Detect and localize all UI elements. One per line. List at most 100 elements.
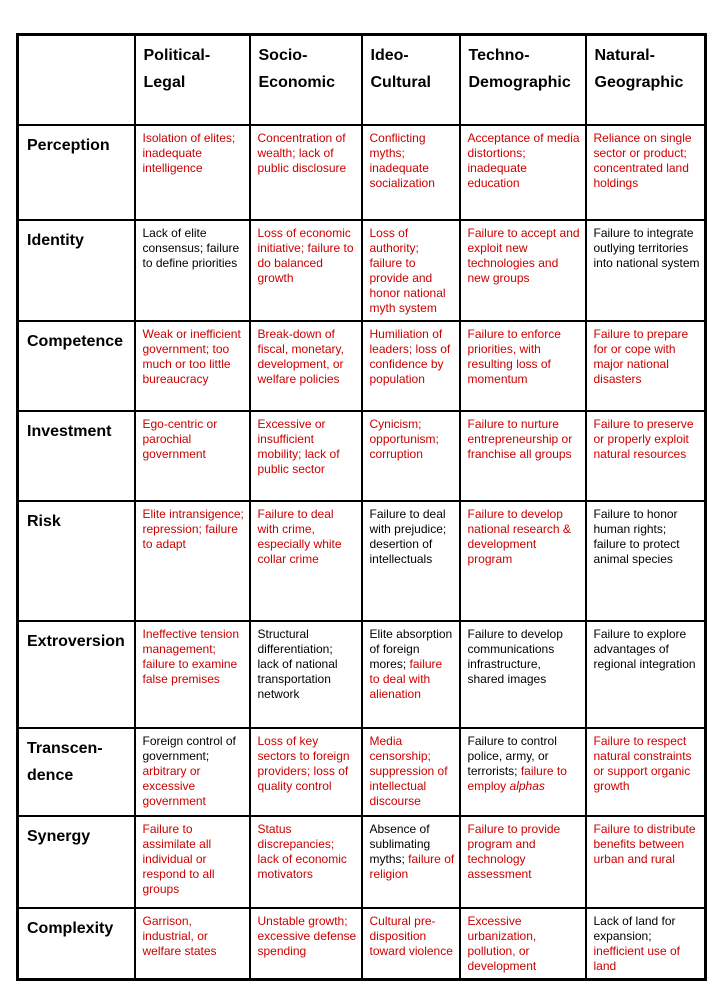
text-segment: Cynicism; opportunism; corruption <box>369 416 439 461</box>
cell-risk-techno-demographic: Failure to develop national research & d… <box>458 499 587 622</box>
table-row-risk: Risk Elite intransigence; repression; fai… <box>16 499 707 622</box>
text-segment: Failure to prepare for or cope with majo… <box>593 326 689 386</box>
cell-competence-political-legal: Weak or inefficient government; too much… <box>133 319 251 412</box>
column-header-natural-geographic: Natural- Geographic <box>584 33 707 126</box>
cell-identity-ideo-cultural: Loss of authority; failure to provide an… <box>360 218 461 322</box>
cell-perception-ideo-cultural: Conflicting myths; inadequate socializat… <box>360 123 461 221</box>
text-segment: alphas <box>509 778 545 793</box>
cell-extroversion-techno-demographic: Failure to develop communications infras… <box>458 619 587 729</box>
text-segment: Absence of sublimating myths; <box>369 821 431 866</box>
row-label-complexity: Complexity <box>16 906 136 980</box>
corner-cell <box>16 33 136 126</box>
row-label-risk: Risk <box>16 499 136 622</box>
cell-identity-techno-demographic: Failure to accept and exploit new techno… <box>458 218 587 322</box>
cell-transcendence-ideo-cultural: Media censorship; suppression of intelle… <box>360 726 461 817</box>
text-segment: Reliance on single sector or product; co… <box>593 130 692 190</box>
row-label-extroversion: Extroversion <box>16 619 136 729</box>
header-row: Political- Legal Socio- Economic Ideo- Cul… <box>16 33 707 126</box>
text-segment: inefficient use of land <box>593 943 681 973</box>
cell-complexity-natural-geographic: Lack of land for expansion; inefficient … <box>584 906 707 980</box>
cell-synergy-techno-demographic: Failure to provide program and technolog… <box>458 814 587 909</box>
cell-investment-ideo-cultural: Cynicism; opportunism; corruption <box>360 409 461 502</box>
cell-investment-socio-economic: Excessive or insufficient mobility; lack… <box>248 409 363 502</box>
text-segment: Elite intransigence; repression; failure… <box>142 506 244 551</box>
text-segment: Isolation of elites; inadequate intellig… <box>142 130 236 175</box>
text-segment: Excessive or insufficient mobility; lack… <box>257 416 340 476</box>
cell-extroversion-natural-geographic: Failure to explore advantages of regiona… <box>584 619 707 729</box>
cell-complexity-ideo-cultural: Cultural pre-disposition toward violence <box>360 906 461 980</box>
cell-complexity-political-legal: Garrison, industrial, or welfare states <box>133 906 251 980</box>
text-segment: failure to employ <box>467 763 567 793</box>
row-label-investment: Investment <box>16 409 136 502</box>
text-segment: Unstable growth; excessive defense spend… <box>257 913 357 958</box>
text-segment: failure to deal with alienation <box>369 656 443 701</box>
text-segment: Elite absorption of foreign mores; <box>369 626 453 671</box>
cell-risk-ideo-cultural: Failure to deal with prejudice; desertio… <box>360 499 461 622</box>
table-row-complexity: Complexity Garrison, industrial, or welfa… <box>16 906 707 980</box>
text-segment: Failure to develop national research & d… <box>467 506 571 566</box>
cell-extroversion-socio-economic: Structural differentiation; lack of nati… <box>248 619 363 729</box>
text-segment: Ineffective tension management; failure … <box>142 626 240 686</box>
table-row-extroversion: Extroversion Ineffective tension manageme… <box>16 619 707 729</box>
text-segment: Concentration of wealth; lack of public … <box>257 130 347 175</box>
cell-synergy-ideo-cultural: Absence of sublimating myths; failure of… <box>360 814 461 909</box>
cell-perception-techno-demographic: Acceptance of media distortions; inadequ… <box>458 123 587 221</box>
table-row-perception: Perception Isolation of elites; inadequat… <box>16 123 707 221</box>
table-row-investment: Investment Ego-centric or parochial gover… <box>16 409 707 502</box>
cell-complexity-techno-demographic: Excessive urbanization, pollution, or de… <box>458 906 587 980</box>
text-segment: arbitrary or excessive government <box>142 763 206 808</box>
cell-competence-techno-demographic: Failure to enforce priorities, with resu… <box>458 319 587 412</box>
cell-transcendence-socio-economic: Loss of key sectors to foreign providers… <box>248 726 363 817</box>
text-segment: Humiliation of leaders; loss of confiden… <box>369 326 451 386</box>
text-segment: Garrison, industrial, or welfare states <box>142 913 217 958</box>
row-label-perception: Perception <box>16 123 136 221</box>
text-segment: Excessive urbanization, pollution, or de… <box>467 913 537 973</box>
text-segment: Status discrepancies; lack of economic m… <box>257 821 347 881</box>
text-segment: Failure to control police, army, or terr… <box>467 733 557 778</box>
cell-transcendence-political-legal: Foreign control of government; arbitrary… <box>133 726 251 817</box>
row-label-transcendence: Transcen- dence <box>16 726 136 817</box>
text-segment: Lack of land for expansion; <box>593 913 676 943</box>
row-label-identity: Identity <box>16 218 136 322</box>
text-segment: Loss of economic initiative; failure to … <box>257 225 354 285</box>
cell-competence-socio-economic: Break-down of fiscal, monetary, developm… <box>248 319 363 412</box>
cell-identity-natural-geographic: Failure to integrate outlying territorie… <box>584 218 707 322</box>
cell-investment-techno-demographic: Failure to nurture entrepreneurship or f… <box>458 409 587 502</box>
row-label-competence: Competence <box>16 319 136 412</box>
cell-transcendence-techno-demographic: Failure to control police, army, or terr… <box>458 726 587 817</box>
cell-investment-natural-geographic: Failure to preserve or properly exploit … <box>584 409 707 502</box>
text-segment: Failure to nurture entrepreneurship or f… <box>467 416 573 461</box>
text-segment: Failure to deal with crime, especially w… <box>257 506 342 566</box>
text-segment: Ego-centric or parochial government <box>142 416 218 461</box>
column-header-techno-demographic: Techno- Demographic <box>458 33 587 126</box>
text-segment: Failure to respect natural constraints o… <box>593 733 692 793</box>
table-row-identity: Identity Lack of elite consensus; failure… <box>16 218 707 322</box>
text-segment: Acceptance of media distortions; inadequ… <box>467 130 580 190</box>
cell-extroversion-ideo-cultural: Elite absorption of foreign mores; failu… <box>360 619 461 729</box>
text-segment: Break-down of fiscal, monetary, developm… <box>257 326 344 386</box>
cell-identity-socio-economic: Loss of economic initiative; failure to … <box>248 218 363 322</box>
cell-synergy-socio-economic: Status discrepancies; lack of economic m… <box>248 814 363 909</box>
text-segment: Foreign control of government; <box>142 733 236 763</box>
cell-perception-political-legal: Isolation of elites; inadequate intellig… <box>133 123 251 221</box>
cell-perception-socio-economic: Concentration of wealth; lack of public … <box>248 123 363 221</box>
cell-competence-ideo-cultural: Humiliation of leaders; loss of confiden… <box>360 319 461 412</box>
cell-identity-political-legal: Lack of elite consensus; failure to defi… <box>133 218 251 322</box>
text-segment: Failure to provide program and technolog… <box>467 821 561 881</box>
cell-competence-natural-geographic: Failure to prepare for or cope with majo… <box>584 319 707 412</box>
text-segment: Failure to enforce priorities, with resu… <box>467 326 561 386</box>
column-header-political-legal: Political- Legal <box>133 33 251 126</box>
text-segment: Weak or inefficient government; too much… <box>142 326 241 386</box>
text-segment: Media censorship; suppression of intelle… <box>369 733 448 808</box>
cell-perception-natural-geographic: Reliance on single sector or product; co… <box>584 123 707 221</box>
text-segment: Lack of elite consensus; failure to defi… <box>142 225 240 270</box>
text-segment: Failure to integrate outlying territorie… <box>593 225 700 270</box>
column-header-ideo-cultural: Ideo- Cultural <box>360 33 461 126</box>
text-segment: Failure to accept and exploit new techno… <box>467 225 580 285</box>
cell-complexity-socio-economic: Unstable growth; excessive defense spend… <box>248 906 363 980</box>
cell-risk-socio-economic: Failure to deal with crime, especially w… <box>248 499 363 622</box>
text-segment: Loss of authority; failure to provide an… <box>369 225 446 315</box>
table-row-synergy: Synergy Failure to assimilate all individ… <box>16 814 707 909</box>
column-header-socio-economic: Socio- Economic <box>248 33 363 126</box>
text-segment: failure of religion <box>369 851 455 881</box>
